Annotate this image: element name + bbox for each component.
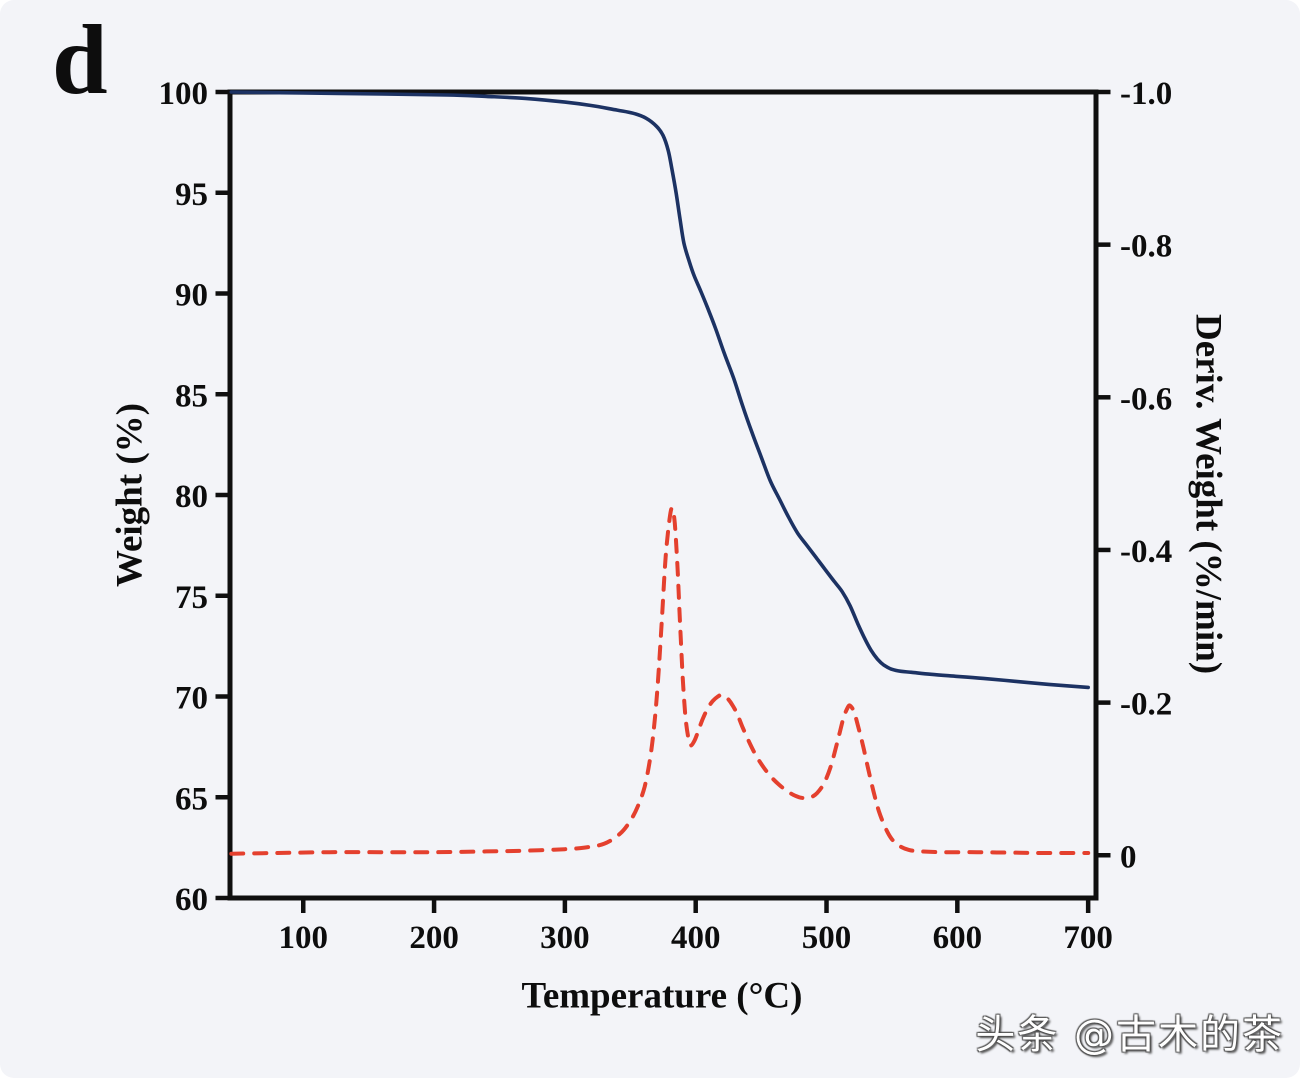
left-y-tick-label: 90 — [175, 278, 208, 314]
x-tick-label: 200 — [409, 920, 459, 956]
right-y-tick-label: -0.8 — [1120, 229, 1172, 265]
right-y-tick-label: -0.2 — [1120, 687, 1172, 723]
left-y-tick-label: 80 — [175, 479, 208, 515]
watermark: 头条 @古木的茶 — [975, 1012, 1284, 1058]
weight-tg-curve — [229, 90, 1090, 690]
right-y-tick-label: 0 — [1120, 839, 1137, 875]
left-y-tick-label: 75 — [175, 580, 208, 616]
x-tick-label: 600 — [933, 920, 983, 956]
right-y-tick-label: -1.0 — [1120, 76, 1172, 112]
x-tick-label: 700 — [1063, 920, 1113, 956]
right-y-tick-label: -0.4 — [1120, 534, 1172, 570]
left-y-tick-label: 65 — [175, 781, 208, 817]
panel-label: d — [52, 4, 108, 115]
right-axis-title: Deriv. Weight (%/min) — [1187, 313, 1229, 675]
left-axis-title: Weight (%) — [109, 403, 151, 587]
x-tick-label: 400 — [671, 920, 721, 956]
left-y-tick-label: 60 — [175, 882, 208, 918]
x-tick-label: 300 — [540, 920, 590, 956]
x-axis-title: Temperature (°C) — [521, 975, 803, 1017]
right-y-tick-label: -0.6 — [1120, 381, 1172, 417]
left-y-tick-label: 85 — [175, 378, 208, 414]
left-y-tick-label: 70 — [175, 681, 208, 717]
deriv-weight-dtg-curve — [229, 505, 1091, 856]
plot-frame — [227, 89, 1099, 901]
left-y-tick-label: 95 — [175, 177, 208, 213]
left-y-tick-label: 100 — [159, 76, 209, 112]
x-tick-label: 100 — [279, 920, 329, 956]
x-tick-label: 500 — [802, 920, 852, 956]
